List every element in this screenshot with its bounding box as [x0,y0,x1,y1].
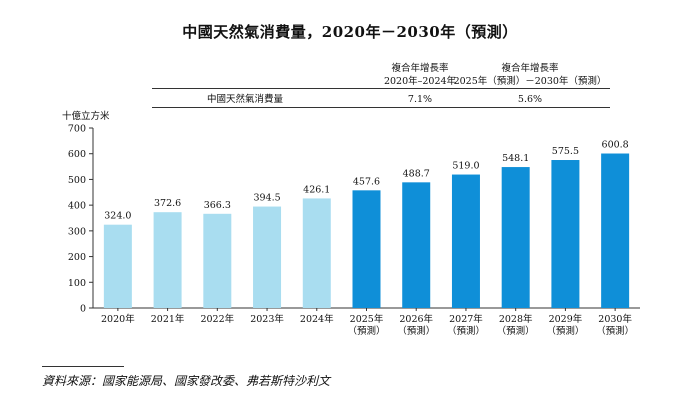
bar [451,174,480,308]
bar-value-label: 519.0 [452,161,479,172]
x-tick-forecast-label: （預測） [447,325,485,337]
bar [601,153,630,308]
cagr-header-2020-2024-line1: 複合年增長率 [391,63,449,74]
bar-value-label: 324.0 [104,211,131,222]
bar-value-label: 426.1 [303,184,330,195]
bar [203,213,232,308]
x-tick-label: 2027年 [449,313,483,325]
bar [103,224,132,308]
chart-title: 中國天然氣消費量，2020年－2030年（預測） [182,23,518,41]
bar-value-label: 394.5 [253,193,280,204]
cagr-value-2025-2030: 5.6% [517,94,543,105]
cagr-table-bottom-rule [152,107,610,108]
x-tick-forecast-label: （預測） [596,325,634,337]
x-tick-label: 2023年 [250,313,284,325]
bar [352,190,381,308]
x-tick-forecast-label: （預測） [546,325,584,337]
cagr-header-2020-2024: 複合年增長率 2020年–2024年 [360,62,480,88]
y-tick-label: 400 [68,201,86,212]
bar-value-label: 372.6 [154,198,181,209]
x-tick-label: 2021年 [151,313,185,325]
bar [302,198,331,308]
y-tick-label: 500 [68,175,86,186]
y-tick-label: 0 [80,304,86,315]
x-tick-label: 2025年 [350,313,384,325]
bar-value-label: 457.6 [353,176,380,187]
bar-value-label: 366.3 [204,200,231,211]
bar [153,212,182,308]
bar-value-label: 488.7 [403,168,430,179]
y-tick-label: 700 [68,124,86,135]
bar-value-label: 548.1 [502,153,529,164]
x-tick-label: 2022年 [200,313,234,325]
y-axis-unit-label: 十億立方米 [62,111,110,122]
cagr-header-2025-2030-line2: 2025年（預測）－2030年（預測） [453,76,607,87]
x-tick-forecast-label: （預測） [347,325,385,337]
x-tick-forecast-label: （預測） [497,325,535,337]
bar-value-label: 575.5 [552,146,579,157]
cagr-header-2025-2030: 複合年增長率 2025年（預測）－2030年（預測） [440,62,620,88]
footnote-rule [42,366,124,367]
source-note: 資料來源：國家能源局、國家發改委、弗若斯特沙利文 [42,374,331,388]
x-tick-label: 2028年 [499,313,533,325]
cagr-header-2025-2030-line1: 複合年增長率 [501,63,559,74]
y-tick-label: 300 [68,226,86,237]
bar [402,182,431,308]
x-tick-label: 2024年 [300,313,334,325]
x-tick-label: 2026年 [399,313,433,325]
x-tick-forecast-label: （預測） [397,325,435,337]
x-tick-label: 2030年 [598,313,632,325]
bar [501,167,530,308]
bar [253,206,282,308]
y-tick-label: 100 [68,278,86,289]
x-tick-label: 2029年 [549,313,583,325]
y-tick-label: 600 [68,149,86,160]
bar [551,160,580,308]
x-tick-label: 2020年 [101,313,135,325]
cagr-header-rule [152,88,610,89]
cagr-row-label: 中國天然氣消費量 [206,94,283,105]
cagr-value-2020-2024: 7.1% [407,94,433,105]
y-tick-label: 200 [68,252,86,263]
cagr-header-2020-2024-line2: 2020年–2024年 [383,76,457,87]
bar-value-label: 600.8 [602,140,629,151]
